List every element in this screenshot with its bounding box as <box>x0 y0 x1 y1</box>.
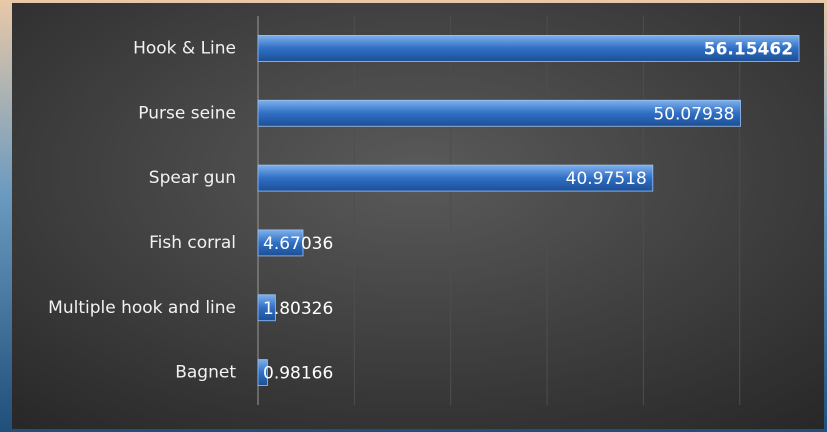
y-tick-label: Bagnet <box>175 363 236 383</box>
bar <box>257 35 800 62</box>
value-label: 56.15462 <box>704 39 793 59</box>
y-tick-label: Multiple hook and line <box>48 298 236 318</box>
y-tick-label: Spear gun <box>149 168 236 188</box>
y-tick-label: Fish corral <box>149 233 236 253</box>
y-tick-label: Hook & Line <box>133 38 236 58</box>
bar <box>257 229 304 257</box>
value-label: 40.97518 <box>566 169 647 189</box>
value-label: 4.67036 <box>263 234 333 254</box>
bar <box>257 164 654 192</box>
bar <box>257 99 741 127</box>
y-tick-label: Purse seine <box>138 103 236 123</box>
value-label: 1.80326 <box>263 299 333 319</box>
bar <box>257 294 276 322</box>
plot-background <box>12 3 824 429</box>
bar <box>257 359 268 386</box>
value-label: 0.98166 <box>263 364 333 384</box>
value-label: 50.07938 <box>653 104 734 124</box>
